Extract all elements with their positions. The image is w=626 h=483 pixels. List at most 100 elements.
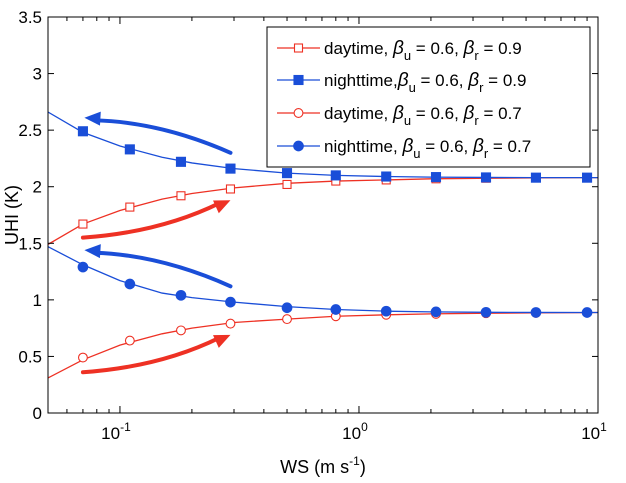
x-axis-title-exponent: -1 bbox=[349, 454, 360, 468]
x-tick-base: 10 bbox=[342, 424, 361, 443]
y-tick-label: 0.5 bbox=[18, 347, 42, 366]
series-2-point bbox=[530, 172, 541, 183]
nighttime-0.7-arrow bbox=[84, 244, 233, 289]
series-4-point bbox=[581, 307, 593, 318]
daytime-0.9-arrow bbox=[80, 200, 231, 240]
legend-label-b2sub: r bbox=[474, 48, 479, 63]
series-2-point bbox=[124, 144, 135, 155]
y-tick-label: 1.5 bbox=[18, 234, 42, 253]
legend-label-mid: = 0.6, bbox=[411, 104, 463, 123]
legend-label-end: = 0.7 bbox=[479, 104, 522, 123]
legend-label: nighttime,βu = 0.6, βr = 0.9 bbox=[324, 70, 526, 95]
series-2-point bbox=[381, 171, 392, 182]
legend-entries: daytime, βu = 0.6, βr = 0.9nighttime,βu … bbox=[277, 38, 531, 161]
x-axis: 10-1 100 101 bbox=[47, 17, 607, 443]
legend-label-prefix: nighttime, bbox=[324, 71, 398, 90]
series-4-point bbox=[175, 289, 187, 301]
series-2-point bbox=[480, 172, 492, 183]
legend-label-b1sub: u bbox=[404, 48, 411, 63]
legend-box bbox=[266, 26, 591, 168]
nighttime-0.7-arrow-head bbox=[84, 244, 101, 259]
plot-frame bbox=[47, 16, 599, 414]
legend-label-b1: β bbox=[401, 136, 413, 157]
legend-label-b1sub: u bbox=[404, 113, 411, 128]
series-4-point bbox=[281, 302, 293, 314]
series-4-point bbox=[380, 305, 392, 317]
series-2-point bbox=[430, 172, 442, 183]
series-4-point bbox=[225, 296, 236, 308]
y-tick-label: 3.5 bbox=[18, 8, 42, 27]
daytime-0.7-arrow-head bbox=[213, 334, 231, 348]
legend-label-end: = 0.9 bbox=[483, 71, 526, 90]
x-tick-base: 10 bbox=[581, 424, 600, 443]
nighttime-0.9-arrow bbox=[84, 111, 233, 155]
legend-label-b2: β bbox=[472, 136, 484, 157]
y-tick-label: 0 bbox=[33, 404, 42, 423]
legend-label: daytime, βu = 0.6, βr = 0.7 bbox=[324, 103, 522, 128]
series-2-point bbox=[330, 170, 341, 181]
series-3-point bbox=[176, 325, 186, 336]
legend-label-prefix: daytime, bbox=[324, 39, 393, 58]
legend-label-b2: β bbox=[463, 103, 475, 124]
legend-label-b2sub: r bbox=[474, 113, 479, 128]
legend-label-b2: β bbox=[463, 38, 475, 59]
legend-entry-3: daytime, βu = 0.6, βr = 0.7 bbox=[277, 103, 522, 128]
series-3-point bbox=[77, 352, 88, 363]
x-tick-label: 10-1 bbox=[101, 420, 131, 443]
series-1-point bbox=[176, 191, 186, 201]
series-1-point bbox=[78, 219, 88, 229]
series-4-point bbox=[530, 307, 542, 318]
y-axis-title: UHI (K) bbox=[2, 185, 22, 245]
series-3-point bbox=[124, 335, 135, 346]
legend-label-end: = 0.9 bbox=[479, 39, 522, 58]
series-layer bbox=[48, 111, 598, 379]
series-2-point bbox=[281, 168, 293, 179]
series-4-point bbox=[330, 304, 342, 315]
nighttime-0.9-arrow-shaft bbox=[93, 118, 233, 155]
legend-swatch-marker bbox=[293, 43, 304, 53]
series-2 bbox=[48, 111, 598, 183]
y-tick-label: 1 bbox=[33, 291, 42, 310]
legend-label: nighttime, βu = 0.6, βr = 0.7 bbox=[324, 136, 531, 161]
series-4 bbox=[48, 246, 598, 318]
x-axis-title: WS (m s-1) bbox=[280, 454, 366, 477]
legend-label-b1sub: u bbox=[409, 80, 416, 95]
legend-label-mid: = 0.6, bbox=[421, 137, 473, 156]
daytime-0.7-arrow-shaft bbox=[80, 335, 222, 375]
series-1-point bbox=[282, 179, 292, 190]
legend-label-mid: = 0.6, bbox=[416, 71, 468, 90]
legend-label-b1sub: u bbox=[413, 146, 420, 161]
legend-label-b1: β bbox=[392, 103, 404, 124]
series-3-point bbox=[282, 314, 292, 325]
y-tick-label: 2.5 bbox=[18, 121, 42, 140]
series-1-point bbox=[225, 184, 236, 194]
x-tick-exponent: -1 bbox=[120, 420, 131, 434]
series-4-point bbox=[124, 278, 136, 290]
y-axis: 0 0.5 1 1.5 2 2.5 3 3.5 bbox=[18, 8, 598, 423]
legend-label-mid: = 0.6, bbox=[411, 39, 463, 58]
legend-label-b1: β bbox=[392, 38, 404, 59]
legend-label-end: = 0.7 bbox=[488, 137, 531, 156]
series-2-point bbox=[175, 156, 187, 167]
x-tick-exponent: 1 bbox=[600, 420, 607, 434]
x-tick-exponent: 0 bbox=[361, 420, 368, 434]
nighttime-0.7-arrow-shaft bbox=[93, 250, 233, 289]
daytime-0.7-arrow bbox=[80, 334, 231, 375]
nighttime-0.9-arrow-head bbox=[84, 111, 101, 126]
legend-label-b2sub: r bbox=[479, 80, 484, 95]
legend-label-b2: β bbox=[467, 70, 479, 91]
x-tick-label: 101 bbox=[581, 420, 607, 443]
legend: daytime, βu = 0.6, βr = 0.9nighttime,βu … bbox=[266, 26, 591, 168]
legend-entry-4: nighttime, βu = 0.6, βr = 0.7 bbox=[277, 136, 531, 161]
legend-label-b1: β bbox=[397, 70, 409, 91]
legend-swatch-marker bbox=[293, 140, 304, 152]
series-4-point bbox=[77, 261, 89, 273]
y-tick-label: 2 bbox=[33, 178, 42, 197]
series-3-point bbox=[225, 318, 236, 329]
legend-swatch-marker bbox=[293, 74, 304, 86]
daytime-0.9-arrow-shaft bbox=[80, 201, 222, 240]
legend-label-b2sub: r bbox=[484, 146, 489, 161]
legend-label-prefix: daytime, bbox=[324, 104, 393, 123]
x-axis-title-main: WS (m s bbox=[280, 457, 349, 477]
